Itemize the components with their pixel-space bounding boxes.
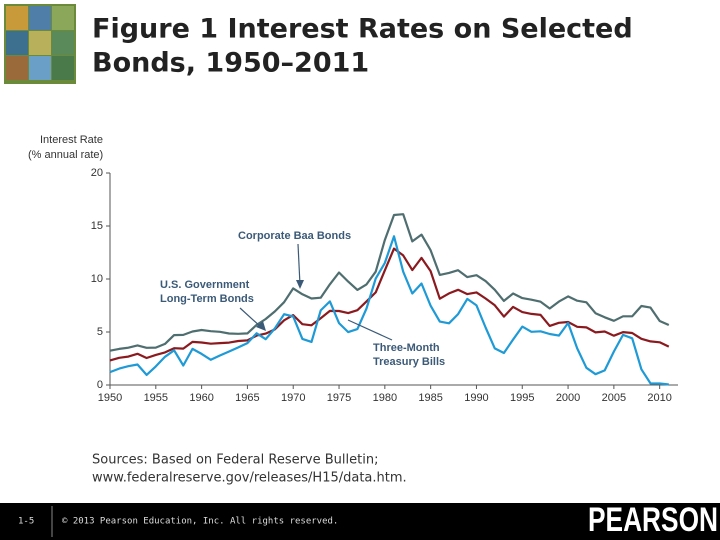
x-tick-label: 1990 — [464, 392, 488, 404]
annotation-arrow — [239, 307, 263, 329]
y-tick-label: 5 — [97, 326, 103, 338]
logo: PEARSON — [588, 501, 718, 539]
y-tick-label: 10 — [91, 273, 103, 285]
annotation-line — [347, 319, 393, 341]
sources: www.federalreserve.gov/releases/H15/data… — [92, 471, 407, 486]
y-tick-label: 15 — [91, 220, 103, 232]
slide-title: Figure 1 Interest Rates on Selected — [92, 14, 633, 45]
annotation: Long-Term Bonds — [160, 293, 254, 305]
annotation: Three-Month — [373, 342, 440, 354]
x-tick-label: 1955 — [144, 392, 168, 404]
y-axis-label: Interest Rate — [40, 134, 103, 146]
y-tick-label: 20 — [91, 167, 103, 179]
page-number: 1-5 — [18, 517, 34, 527]
x-tick-label: 1980 — [373, 392, 397, 404]
series-line — [109, 247, 670, 362]
x-tick-label: 1985 — [418, 392, 442, 404]
annotation-arrow — [296, 280, 304, 289]
plot: 0 5 10 15 20 1950 1955 1960 1965 1970 1975 1980 1985… — [91, 167, 678, 404]
annotation-arrow — [256, 321, 266, 331]
x-tick-label: 1960 — [189, 392, 213, 404]
x-tick-label: 1995 — [510, 392, 534, 404]
footer-bar — [0, 503, 720, 540]
x-tick-label: 1965 — [235, 392, 259, 404]
annotation-arrow — [297, 243, 301, 286]
series-line — [109, 213, 670, 352]
x-tick-label: 2000 — [556, 392, 580, 404]
series-line — [109, 235, 669, 386]
slide-title: Bonds, 1950–2011 — [92, 48, 369, 79]
cube-logo — [4, 4, 76, 84]
sources: Sources: Based on Federal Reserve Bullet… — [92, 453, 378, 468]
annotation: Treasury Bills — [373, 356, 445, 368]
y-axis-label: (% annual rate) — [28, 149, 103, 161]
x-tick-label: 1950 — [98, 392, 122, 404]
x-tick-label: 2010 — [647, 392, 671, 404]
annotation: Corporate Baa Bonds — [238, 230, 351, 242]
copyright: © 2013 Pearson Education, Inc. All right… — [62, 517, 338, 527]
y-tick-label: 0 — [97, 379, 103, 391]
x-tick-label: 1975 — [327, 392, 351, 404]
x-tick-label: 2005 — [602, 392, 626, 404]
annotation: U.S. Government — [160, 279, 250, 291]
x-tick-label: 1970 — [281, 392, 305, 404]
